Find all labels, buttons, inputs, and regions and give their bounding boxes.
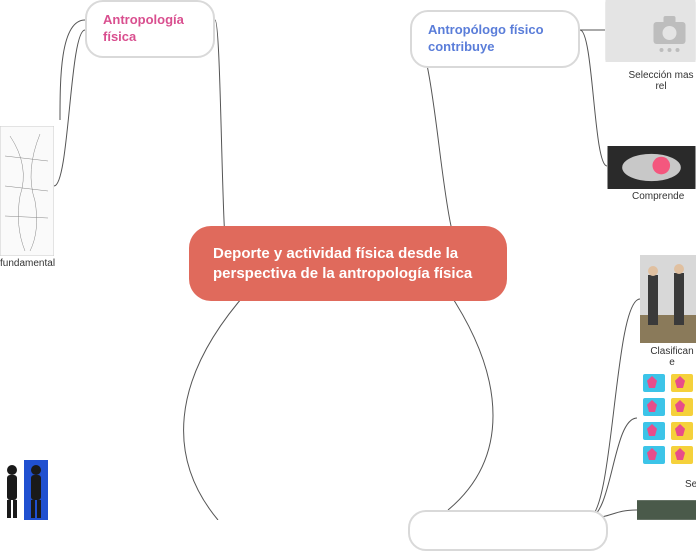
thumb-camera-label: Selección mas rel xyxy=(626,70,696,92)
thumb-sketch-label: fundamental xyxy=(0,258,55,269)
thumb-hand[interactable] xyxy=(607,146,696,189)
thumb-sketch[interactable] xyxy=(0,126,54,256)
node-bottom-label xyxy=(426,522,430,537)
thumb-photo2[interactable] xyxy=(637,500,696,520)
node-antropologia[interactable]: Antropología física xyxy=(85,0,215,58)
center-node[interactable]: Deporte y actividad física desde la pers… xyxy=(189,226,507,301)
thumb-people[interactable] xyxy=(640,255,696,343)
node-antropologia-label: Antropología física xyxy=(103,12,184,44)
thumb-sports-label: Selec xyxy=(685,479,696,490)
center-label: Deporte y actividad física desde la pers… xyxy=(213,245,472,282)
node-contribuye-label: Antropólogo físico contribuye xyxy=(428,22,544,54)
thumb-sports-grid[interactable] xyxy=(637,368,696,476)
thumb-body[interactable] xyxy=(0,460,48,520)
node-contribuye[interactable]: Antropólogo físico contribuye xyxy=(410,10,580,68)
thumb-people-label: Clasifican e xyxy=(648,346,696,368)
node-bottom-partial[interactable] xyxy=(408,510,608,551)
thumb-camera[interactable] xyxy=(605,0,696,62)
thumb-hand-label: Comprende xyxy=(632,191,684,202)
